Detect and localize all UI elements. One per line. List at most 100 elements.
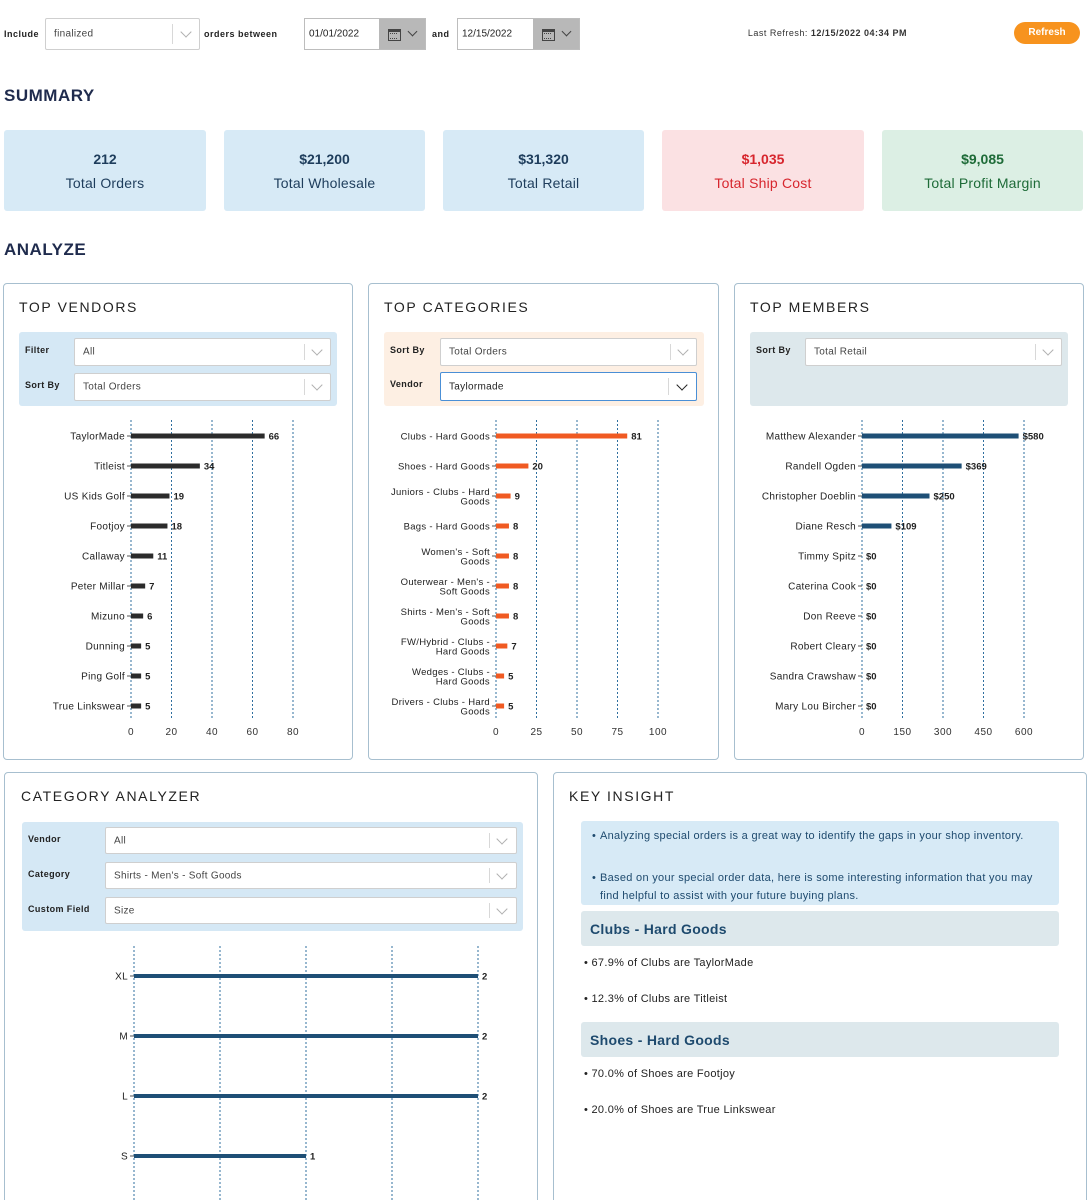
select-separator — [304, 344, 305, 360]
sort-by-label: Sort By — [25, 380, 60, 390]
select-value: Total Orders — [83, 381, 142, 393]
bar — [862, 463, 962, 469]
calendar-icon — [542, 29, 555, 41]
sort-by-label: Sort By — [390, 345, 425, 355]
y-tick-label: Titleist — [94, 462, 125, 473]
y-tick-label: Mizuno — [91, 612, 125, 623]
bar — [496, 493, 511, 499]
data-label: $369 — [966, 462, 987, 473]
y-tick-label: Randell Ogden — [785, 462, 856, 473]
summary-card-value: $21,200 — [299, 151, 350, 167]
data-label: 6 — [147, 612, 152, 623]
bar — [134, 1154, 306, 1158]
top-members-filters: Sort By Total Retail — [750, 332, 1068, 406]
select-separator — [670, 344, 671, 360]
data-label: $0 — [866, 672, 877, 683]
filter-label: Filter — [25, 345, 50, 355]
vendor-label: Vendor — [28, 834, 61, 844]
bar — [131, 553, 154, 559]
y-tick-label: Wedges - Clubs -Hard Goods — [412, 667, 490, 688]
y-tick-label: Footjoy — [90, 522, 125, 533]
start-date-picker[interactable]: 01/01/2022 — [304, 18, 426, 50]
y-tick-label: Timmy Spitz — [798, 552, 856, 563]
bar — [496, 673, 505, 679]
category-sort-select[interactable]: Total Orders — [440, 338, 697, 366]
top-vendors-filters: Filter All Sort By Total Orders — [19, 332, 337, 406]
insight-item: • 12.3% of Clubs are Titleist — [584, 993, 728, 1005]
end-date-value: 12/15/2022 — [462, 28, 513, 40]
start-date-calendar-button[interactable] — [379, 19, 425, 49]
bar — [496, 463, 529, 469]
key-insight-panel: KEY INSIGHT • Analyzing special orders i… — [553, 772, 1087, 1200]
summary-card-total-profit-margin: $9,085 Total Profit Margin — [882, 130, 1083, 211]
key-insight-intro: • Analyzing special orders is a great wa… — [581, 821, 1059, 905]
data-label: 5 — [145, 672, 151, 683]
y-tick-label: Outerwear - Men's -Soft Goods — [401, 577, 490, 598]
x-tick-label: 0 — [493, 727, 499, 738]
y-tick-label: Mary Lou Bircher — [775, 702, 856, 713]
panel-title: TOP MEMBERS — [750, 299, 871, 315]
y-tick-label: True Linkswear — [53, 702, 126, 713]
refresh-button[interactable]: Refresh — [1014, 22, 1080, 44]
data-label: $0 — [866, 702, 877, 713]
y-tick-label: M — [119, 1032, 128, 1043]
data-label: 2 — [482, 972, 487, 983]
data-label: 8 — [513, 582, 518, 593]
include-select[interactable]: finalized — [45, 18, 200, 50]
select-separator — [489, 868, 490, 883]
category-vendor-select[interactable]: Taylormade — [440, 372, 697, 401]
analyze-title: ANALYZE — [4, 240, 87, 259]
y-tick-label: Robert Cleary — [790, 642, 856, 653]
bar — [131, 673, 142, 679]
y-tick-label: US Kids Golf — [64, 492, 125, 503]
last-refresh: Last Refresh: 12/15/2022 04:34 PM — [748, 28, 907, 38]
summary-title: SUMMARY — [4, 86, 95, 105]
analyzer-vendor-select[interactable]: All — [105, 827, 517, 854]
y-tick-label: Drivers - Clubs - Hard Goods — [392, 697, 490, 718]
x-tick-label: 0 — [859, 727, 865, 738]
insight-group-heading: Shoes - Hard Goods — [581, 1022, 1059, 1057]
insight-group-heading: Clubs - Hard Goods — [581, 911, 1059, 946]
x-tick-label: 600 — [1015, 727, 1033, 738]
x-tick-label: 20 — [165, 727, 177, 738]
filters-bar: Include finalized orders between 01/01/2… — [0, 18, 1088, 50]
y-tick-label: Sandra Crawshaw — [770, 672, 857, 683]
panel-title: KEY INSIGHT — [569, 788, 676, 804]
y-tick-label: Bags - Hard Goods — [404, 522, 490, 533]
top-categories-filters: Sort By Total Orders Vendor Taylormade — [384, 332, 704, 406]
data-label: 19 — [173, 492, 184, 503]
custom-field-label: Custom Field — [28, 904, 90, 914]
bar — [131, 583, 146, 589]
y-tick-label: Don Reeve — [803, 612, 856, 623]
end-date-calendar-button[interactable] — [533, 19, 579, 49]
vendor-sort-select[interactable]: Total Orders — [74, 373, 331, 401]
data-label: $580 — [1023, 432, 1044, 443]
vendor-filter-select[interactable]: All — [74, 338, 331, 366]
category-label: Category — [28, 869, 71, 879]
select-separator — [172, 24, 173, 44]
y-tick-label: Callaway — [82, 552, 125, 563]
include-select-value: finalized — [54, 28, 94, 40]
y-tick-label: Matthew Alexander — [766, 432, 857, 443]
data-label: 8 — [513, 552, 518, 563]
include-label: Include — [4, 29, 40, 39]
vendor-label: Vendor — [390, 379, 423, 389]
data-label: 5 — [508, 702, 514, 713]
data-label: 66 — [269, 432, 280, 443]
select-separator — [304, 379, 305, 395]
panel-title: CATEGORY ANALYZER — [21, 788, 202, 804]
intro-bullet: • Based on your special order data, here… — [592, 869, 1053, 905]
x-tick-label: 40 — [206, 727, 218, 738]
bar — [862, 493, 930, 499]
analyzer-custom-field-select[interactable]: Size — [105, 897, 517, 924]
category-analyzer-filters: Vendor All Category Shirts - Men's - Sof… — [22, 822, 523, 931]
member-sort-select[interactable]: Total Retail — [805, 338, 1062, 366]
select-value: Shirts - Men's - Soft Goods — [114, 870, 242, 881]
select-separator — [489, 833, 490, 848]
analyzer-category-select[interactable]: Shirts - Men's - Soft Goods — [105, 862, 517, 889]
x-tick-label: 50 — [571, 727, 583, 738]
summary-card-label: Total Orders — [65, 175, 145, 191]
bar — [131, 643, 142, 649]
bar — [862, 433, 1019, 439]
end-date-picker[interactable]: 12/15/2022 — [457, 18, 580, 50]
